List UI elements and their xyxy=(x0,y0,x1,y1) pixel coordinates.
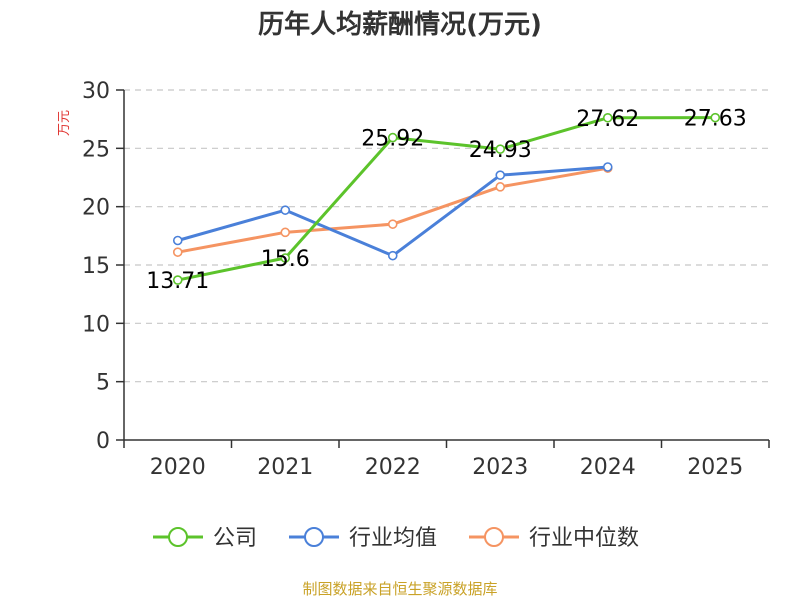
series-lines xyxy=(172,112,721,285)
data-point xyxy=(495,182,506,192)
legend-marker xyxy=(304,527,324,547)
data-label: 25.92 xyxy=(361,127,424,152)
data-point xyxy=(280,227,291,238)
data-point xyxy=(495,170,506,180)
y-tick-label: 5 xyxy=(96,371,110,396)
data-point xyxy=(280,205,291,215)
legend[interactable]: 公司 行业均值 行业中位数 xyxy=(153,526,639,551)
data-point xyxy=(495,144,506,154)
source-note: 制图数据来自恒生聚源数据库 xyxy=(302,580,497,598)
data-labels: 13.71 15.6 25.92 24.93 27.62 27.63 xyxy=(146,107,746,294)
chart-title: 历年人均薪酬情况(万元) xyxy=(258,9,542,40)
y-tick-label: 30 xyxy=(82,79,110,104)
y-tick-label: 0 xyxy=(96,429,110,454)
y-tick-label: 20 xyxy=(82,196,110,221)
legend-marker xyxy=(168,527,188,547)
x-tick-label: 2022 xyxy=(365,455,421,480)
data-label: 13.71 xyxy=(146,269,209,294)
grid-lines xyxy=(124,89,769,383)
y-tick-label: 10 xyxy=(82,312,110,337)
data-label: 27.62 xyxy=(576,107,639,132)
series-line-0 xyxy=(177,116,716,282)
legend-item-0[interactable]: 公司 xyxy=(153,526,257,551)
legend-item-1[interactable]: 行业均值 xyxy=(289,526,437,551)
x-tick-label: 2020 xyxy=(150,455,206,480)
y-axis-label: 万元 xyxy=(57,110,72,136)
y-tick-label: 25 xyxy=(82,137,110,162)
x-tick-label: 2023 xyxy=(472,455,528,480)
data-point xyxy=(172,235,183,246)
legend-marker xyxy=(484,527,504,547)
x-tick-label: 2025 xyxy=(687,455,743,480)
data-label: 27.63 xyxy=(684,107,747,132)
data-label: 24.93 xyxy=(469,138,532,163)
data-point xyxy=(387,219,398,229)
data-point xyxy=(602,112,613,123)
data-point xyxy=(602,162,613,172)
series-line-2 xyxy=(177,166,609,254)
data-label: 15.6 xyxy=(261,247,310,272)
legend-label: 行业中位数 xyxy=(529,526,639,551)
x-tick-label: 2024 xyxy=(580,455,636,480)
data-point xyxy=(280,253,291,263)
x-tick-label: 2021 xyxy=(257,455,313,480)
legend-label: 行业均值 xyxy=(349,526,437,551)
y-tick-label: 15 xyxy=(82,254,110,279)
legend-label: 公司 xyxy=(213,526,257,551)
legend-item-2[interactable]: 行业中位数 xyxy=(469,526,639,551)
data-point xyxy=(710,112,721,123)
data-point xyxy=(172,247,183,257)
data-point xyxy=(387,132,398,143)
data-point xyxy=(387,250,398,261)
data-point xyxy=(172,275,183,285)
